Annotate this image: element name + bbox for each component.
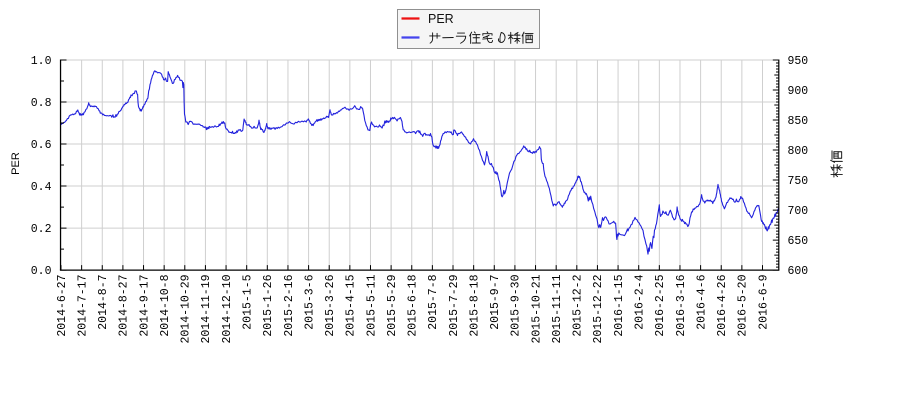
svg-text:2015-12-22: 2015-12-22 xyxy=(592,274,605,343)
svg-text:700: 700 xyxy=(788,205,809,218)
svg-text:2015-8-18: 2015-8-18 xyxy=(468,274,481,336)
svg-text:1.0: 1.0 xyxy=(31,55,52,68)
svg-text:2014-12-10: 2014-12-10 xyxy=(221,274,234,343)
svg-text:2014-6-27: 2014-6-27 xyxy=(56,275,69,337)
svg-text:2015-9-30: 2015-9-30 xyxy=(510,274,523,336)
svg-text:0.4: 0.4 xyxy=(31,181,52,194)
svg-text:2014-8-27: 2014-8-27 xyxy=(118,275,131,337)
svg-text:2016-5-20: 2016-5-20 xyxy=(737,274,750,336)
svg-text:0.0: 0.0 xyxy=(31,265,52,278)
svg-text:2015-12-2: 2015-12-2 xyxy=(572,274,585,336)
svg-text:2014-9-17: 2014-9-17 xyxy=(138,275,151,337)
svg-text:2015-7-29: 2015-7-29 xyxy=(448,274,461,336)
svg-text:2015-5-29: 2015-5-29 xyxy=(386,274,399,336)
svg-text:2015-11-11: 2015-11-11 xyxy=(551,274,564,343)
svg-text:2014-10-29: 2014-10-29 xyxy=(180,274,193,343)
svg-text:PER: PER xyxy=(10,152,22,175)
svg-text:2014-10-8: 2014-10-8 xyxy=(159,274,172,336)
svg-text:2016-4-6: 2016-4-6 xyxy=(695,274,708,329)
svg-text:2015-3-26: 2015-3-26 xyxy=(324,274,337,336)
svg-text:2015-3-6: 2015-3-6 xyxy=(303,274,316,329)
svg-text:900: 900 xyxy=(788,85,809,98)
svg-text:2016-3-16: 2016-3-16 xyxy=(675,274,688,336)
svg-text:650: 650 xyxy=(788,235,809,248)
svg-text:2016-2-25: 2016-2-25 xyxy=(654,274,667,336)
svg-text:2015-6-18: 2015-6-18 xyxy=(407,274,420,336)
svg-text:2016-6-9: 2016-6-9 xyxy=(757,274,770,329)
svg-text:950: 950 xyxy=(788,55,809,68)
svg-text:800: 800 xyxy=(788,145,809,158)
svg-text:750: 750 xyxy=(788,175,809,188)
svg-text:2015-2-16: 2015-2-16 xyxy=(283,274,296,336)
svg-text:2015-7-8: 2015-7-8 xyxy=(427,274,440,329)
svg-text:2015-5-11: 2015-5-11 xyxy=(365,274,378,336)
svg-text:2015-10-21: 2015-10-21 xyxy=(530,274,543,343)
svg-text:2016-4-26: 2016-4-26 xyxy=(716,274,729,336)
svg-text:0.8: 0.8 xyxy=(31,97,52,110)
svg-text:0.2: 0.2 xyxy=(31,223,52,236)
svg-text:2015-1-5: 2015-1-5 xyxy=(241,274,254,329)
svg-text:2015-1-26: 2015-1-26 xyxy=(262,274,275,336)
svg-text:0.6: 0.6 xyxy=(31,139,52,152)
svg-text:2016-2-4: 2016-2-4 xyxy=(634,274,647,329)
svg-text:2015-4-15: 2015-4-15 xyxy=(345,274,358,336)
svg-text:2016-1-15: 2016-1-15 xyxy=(613,274,626,336)
svg-text:2015-9-7: 2015-9-7 xyxy=(489,275,502,330)
svg-text:PER: PER xyxy=(428,12,454,26)
svg-text:2014-7-17: 2014-7-17 xyxy=(76,275,89,337)
svg-text:2014-11-19: 2014-11-19 xyxy=(200,274,213,343)
svg-text:850: 850 xyxy=(788,115,809,128)
svg-text:600: 600 xyxy=(788,265,809,278)
svg-text:2014-8-7: 2014-8-7 xyxy=(97,275,110,330)
